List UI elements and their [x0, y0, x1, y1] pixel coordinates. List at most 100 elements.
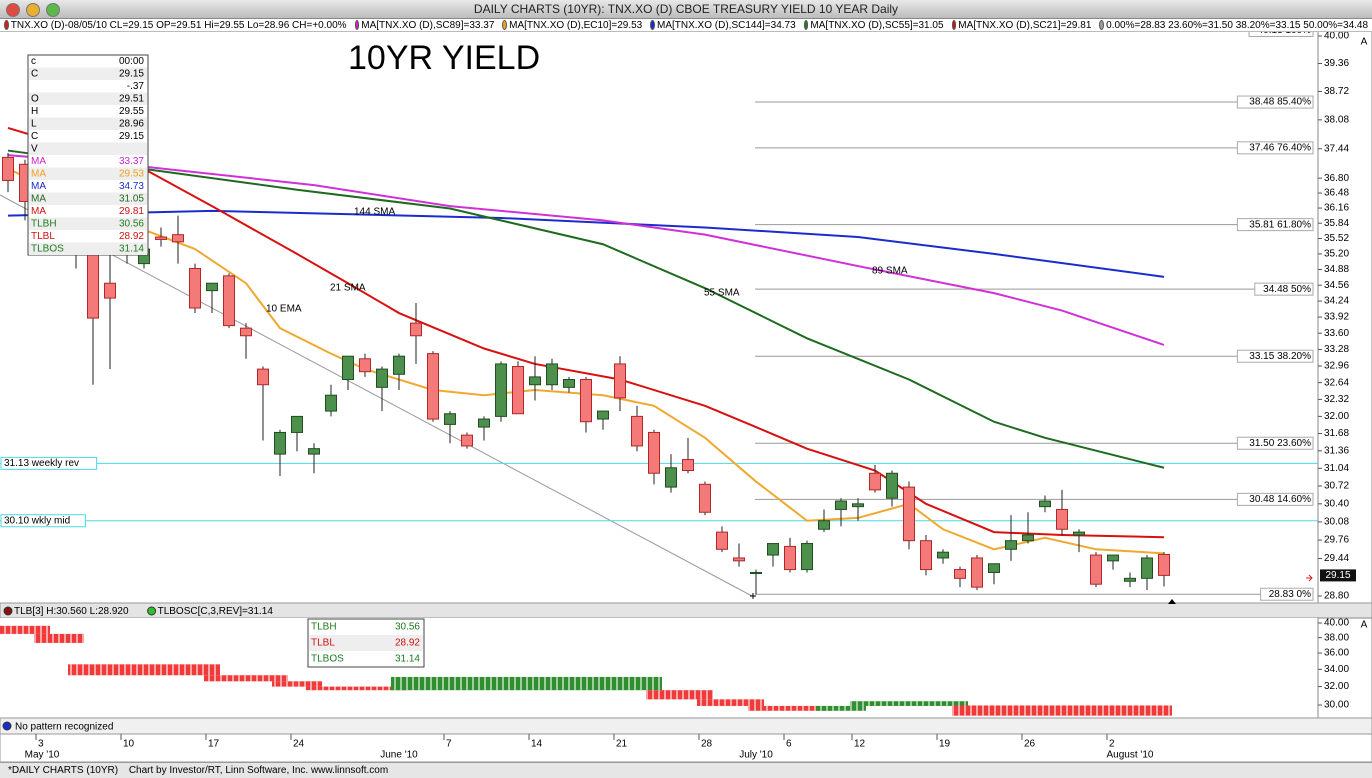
candle-body	[886, 472, 898, 499]
y-tick-label: 36.16	[1324, 203, 1349, 214]
candle-body	[1056, 508, 1068, 530]
x-tick-label: 21	[616, 739, 628, 750]
legend-dot	[502, 20, 508, 30]
last-bar-marker	[1168, 599, 1176, 604]
info-value: 31.05	[119, 193, 144, 204]
y-tick-label: 38.72	[1324, 86, 1349, 97]
candle-body	[206, 282, 218, 292]
info-value: 33.37	[119, 156, 144, 167]
status-left[interactable]: *DAILY CHARTS (10YR)	[8, 765, 119, 776]
moving-average-label: 89 SMA	[872, 266, 908, 277]
tlb-stripes	[850, 701, 968, 706]
moving-average-label: 21 SMA	[330, 283, 366, 294]
pattern-icon	[2, 721, 12, 731]
close-button[interactable]	[6, 3, 20, 17]
fib-label: 37.46 76.40%	[1249, 142, 1311, 153]
x-tick-label: 24	[293, 739, 305, 750]
info-row-bg	[29, 217, 147, 230]
fib-label: 30.48 14.60%	[1249, 494, 1311, 505]
title-bar: DAILY CHARTS (10YR): TNX.XO (D) CBOE TRE…	[0, 0, 1372, 19]
candle-body	[699, 483, 711, 513]
last-price-label: 29.15	[1325, 570, 1350, 581]
x-tick-label: 17	[208, 739, 220, 750]
fib-label-bg	[1260, 587, 1314, 601]
candle-body	[257, 368, 269, 386]
reference-label-bg	[0, 456, 98, 470]
candle-body	[342, 355, 354, 381]
y-tick-label: 30.00	[1324, 700, 1349, 711]
fib-label-bg	[1254, 282, 1314, 296]
y-tick-label: 31.36	[1324, 445, 1349, 456]
candle-body	[410, 322, 422, 337]
info-label: TLBOS	[31, 243, 64, 254]
minimize-button[interactable]	[26, 3, 40, 17]
x-tick-label: 12	[854, 739, 866, 750]
legend-dot	[354, 20, 360, 30]
candle-body	[1039, 500, 1051, 508]
info-label: MA	[31, 206, 46, 217]
legend-text: MA[TNX.XO (D),SC144]=34.73	[657, 19, 796, 31]
tlb-stripes	[204, 675, 288, 682]
lower-y-axis-background	[1317, 617, 1372, 719]
plot-background	[0, 31, 1318, 603]
fib-label-bg	[1236, 95, 1314, 109]
legend-dot	[650, 20, 655, 30]
candle-body	[546, 363, 558, 386]
y-tick-label: 33.60	[1324, 328, 1349, 339]
fib-label-bg	[1236, 492, 1314, 506]
info-value: 28.92	[119, 231, 144, 242]
fib-label-bg	[1236, 349, 1314, 363]
x-month-label: August '10	[1107, 750, 1154, 761]
info-value: 29.51	[119, 93, 144, 104]
y-tick-label: 37.44	[1324, 143, 1349, 154]
tlb-stripes	[272, 681, 322, 687]
info-label: TLBL	[31, 231, 55, 242]
info-row-bg	[29, 142, 147, 155]
y-tick-label: 30.40	[1324, 498, 1349, 509]
candle-body	[869, 472, 881, 491]
pattern-text: No pattern recognized	[15, 722, 113, 733]
y-tick-label: 36.00	[1324, 648, 1349, 659]
candle-body	[2, 156, 14, 181]
tlb-stripes	[697, 699, 764, 706]
candle-body	[1124, 577, 1136, 582]
info-label: V	[31, 143, 38, 154]
y-tick-label: 32.00	[1324, 411, 1349, 422]
candle-body	[291, 415, 303, 433]
info-row-bg	[29, 167, 147, 180]
info-value: 28.92	[395, 638, 420, 649]
tlb-stripes	[0, 625, 50, 634]
candle-body	[801, 543, 813, 571]
candle-body	[920, 540, 932, 571]
panel-header-text: TLBOSC[C,3,REV]=31.14	[158, 606, 274, 617]
candle-body	[767, 543, 779, 556]
candle-body	[274, 431, 286, 455]
fib-label: 31.50 23.60%	[1249, 438, 1311, 449]
tlb-stripes	[646, 690, 713, 700]
tlb-stripes	[391, 676, 662, 691]
y-tick-label: 35.20	[1324, 249, 1349, 260]
axis-corner[interactable]: A	[1361, 37, 1368, 48]
axis-corner[interactable]: A	[1361, 620, 1368, 631]
y-tick-label: 38.08	[1324, 114, 1349, 125]
y-tick-label: 40.00	[1324, 31, 1349, 42]
info-value: 30.56	[395, 622, 420, 633]
x-tick-label: 2	[1109, 739, 1115, 750]
info-label: MA	[31, 156, 46, 167]
zoom-button[interactable]	[46, 3, 60, 17]
chart-title: 10YR YIELD	[348, 39, 540, 77]
y-tick-label: 36.48	[1324, 188, 1349, 199]
date-axis	[0, 733, 1372, 763]
candle-body	[223, 275, 235, 327]
candle-body	[563, 379, 575, 388]
pattern-bar	[0, 717, 1372, 735]
candle-body	[1005, 540, 1017, 550]
candle-body	[427, 353, 439, 420]
info-row-bg	[29, 192, 147, 205]
fib-label: 35.81 61.80%	[1249, 219, 1311, 230]
legend-text: MA[TNX.XO (D),SC55]=31.05	[810, 19, 944, 31]
y-tick-label: 40.00	[1324, 618, 1349, 629]
y-tick-label: 32.64	[1324, 377, 1349, 388]
candle-body	[1107, 554, 1119, 562]
